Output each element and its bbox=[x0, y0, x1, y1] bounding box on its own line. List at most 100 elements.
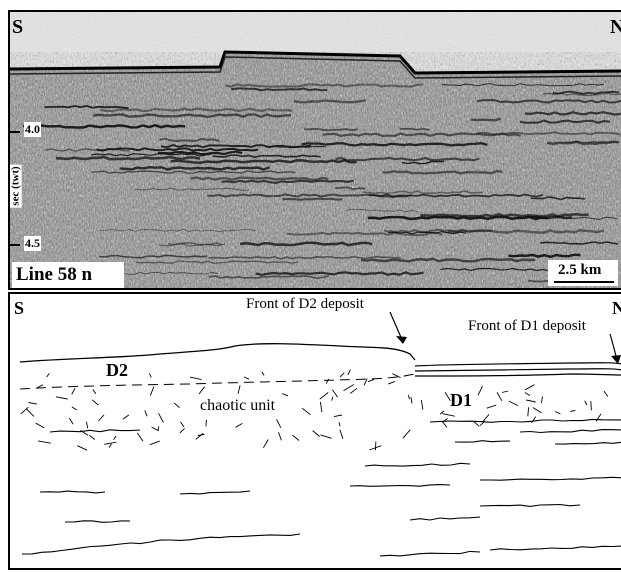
chaotic-tick bbox=[501, 390, 509, 393]
front-d1-label: Front of D1 deposit bbox=[468, 318, 586, 334]
chaotic-tick bbox=[473, 421, 480, 427]
reflector-line bbox=[554, 441, 621, 445]
chaotic-tick bbox=[319, 392, 329, 400]
chaotic-tick bbox=[526, 399, 536, 403]
d2-base-dashed bbox=[19, 373, 416, 390]
chaotic-tick bbox=[205, 419, 207, 427]
seismic-reflector bbox=[45, 148, 130, 152]
seismic-reflector bbox=[92, 113, 292, 119]
chaotic-tick bbox=[189, 376, 202, 381]
chaotic-tick bbox=[603, 390, 609, 397]
chaotic-unit-label: chaotic unit bbox=[200, 397, 276, 414]
seismic-reflector bbox=[221, 179, 354, 184]
seismic-image bbox=[10, 12, 621, 288]
interpretation-panel: S N Front of D2 deposit Front of D1 depo… bbox=[8, 292, 621, 570]
seismic-reflector bbox=[44, 104, 129, 110]
chaotic-tick bbox=[407, 394, 411, 400]
chaotic-tick bbox=[584, 400, 588, 406]
arrow-d2-head bbox=[396, 336, 407, 344]
seismic-reflector bbox=[546, 140, 620, 146]
chaotic-tick bbox=[496, 392, 503, 402]
chaotic-tick bbox=[157, 426, 160, 432]
seismic-reflector bbox=[265, 144, 326, 149]
chaotic-tick bbox=[442, 413, 455, 417]
seismic-reflector bbox=[440, 267, 561, 272]
chaotic-tick bbox=[524, 384, 535, 391]
chaotic-tick bbox=[243, 376, 250, 380]
chaotic-tick bbox=[312, 430, 320, 437]
seismic-reflector bbox=[286, 231, 443, 237]
reflector-lines bbox=[21, 418, 621, 557]
seismic-reflector bbox=[530, 196, 585, 201]
chaotic-tick bbox=[524, 392, 531, 396]
chaotic-tick bbox=[482, 414, 490, 422]
chaotic-tick bbox=[350, 387, 358, 394]
seismic-north-label: N bbox=[610, 16, 621, 39]
chaotic-tick bbox=[195, 432, 204, 440]
seismic-reflector bbox=[301, 142, 488, 147]
chaotic-tick bbox=[319, 401, 323, 413]
seismic-reflector bbox=[542, 92, 621, 96]
chaotic-tick bbox=[369, 445, 382, 451]
reflector-line bbox=[169, 533, 301, 541]
seismic-reflector bbox=[100, 107, 293, 113]
chaotic-tick bbox=[367, 378, 375, 383]
chaotic-tick bbox=[301, 407, 311, 416]
interpretation-drawing bbox=[19, 311, 621, 557]
chaotic-tick bbox=[55, 396, 68, 400]
seismic-reflector bbox=[399, 128, 430, 131]
seismic-reflector bbox=[225, 83, 424, 88]
reflector-line bbox=[364, 462, 471, 467]
seismic-reflector bbox=[208, 255, 401, 260]
seismic-reflector bbox=[282, 197, 343, 201]
seafloor-reflector-2 bbox=[10, 56, 621, 79]
interp-south-label: S bbox=[14, 298, 25, 318]
chaotic-tick bbox=[263, 439, 269, 449]
seismic-reflector bbox=[135, 187, 250, 191]
reflector-line bbox=[379, 550, 481, 557]
chaotic-tick bbox=[68, 417, 74, 425]
chaotic-tick bbox=[540, 396, 543, 403]
d2-top-boundary bbox=[19, 343, 416, 363]
interp-north-label: N bbox=[612, 298, 621, 319]
chaotic-tick bbox=[180, 421, 185, 428]
chaotic-tick bbox=[387, 380, 396, 385]
chaotic-tick bbox=[158, 413, 164, 423]
chaotic-tick bbox=[278, 432, 282, 441]
chaotic-tick bbox=[98, 414, 105, 422]
d1-label: D1 bbox=[450, 390, 472, 410]
seismic-reflector bbox=[212, 154, 321, 158]
chaotic-tick bbox=[410, 397, 413, 404]
scale-label: 2.5 km bbox=[558, 262, 602, 278]
chaotic-tick bbox=[46, 373, 50, 378]
reflector-line bbox=[349, 484, 451, 487]
reflector-line bbox=[179, 490, 251, 495]
chaotic-tick bbox=[343, 384, 355, 392]
chaotic-tick bbox=[173, 402, 180, 409]
chaotic-tick bbox=[35, 422, 45, 429]
line-label: Line 58 n bbox=[16, 264, 93, 285]
seismic-reflector bbox=[335, 156, 480, 162]
reflector-line bbox=[49, 429, 141, 433]
seafloor-reflector bbox=[10, 50, 621, 75]
chaotic-tick bbox=[590, 401, 592, 411]
chaotic-tick bbox=[28, 402, 37, 405]
seismic-reflector bbox=[384, 228, 493, 234]
chaotic-tick bbox=[339, 372, 345, 378]
seismic-reflector bbox=[91, 153, 212, 157]
chaotic-tick bbox=[554, 411, 561, 415]
chaotic-tick bbox=[144, 410, 148, 417]
chaotic-tick bbox=[137, 432, 144, 442]
reflector-line bbox=[21, 539, 171, 555]
reflector-line bbox=[519, 429, 621, 434]
seismic-reflector bbox=[382, 170, 503, 175]
chaotic-tick bbox=[25, 408, 35, 417]
tick-label-4.5: 4.5 bbox=[24, 236, 41, 251]
chaotic-tick bbox=[320, 434, 332, 439]
seismic-reflector bbox=[470, 117, 502, 122]
seismic-reflector bbox=[322, 132, 521, 138]
chaotic-tick bbox=[282, 393, 289, 397]
seismic-reflector bbox=[293, 99, 367, 104]
seismic-reflector bbox=[99, 254, 208, 259]
chaotic-tick bbox=[363, 378, 368, 386]
